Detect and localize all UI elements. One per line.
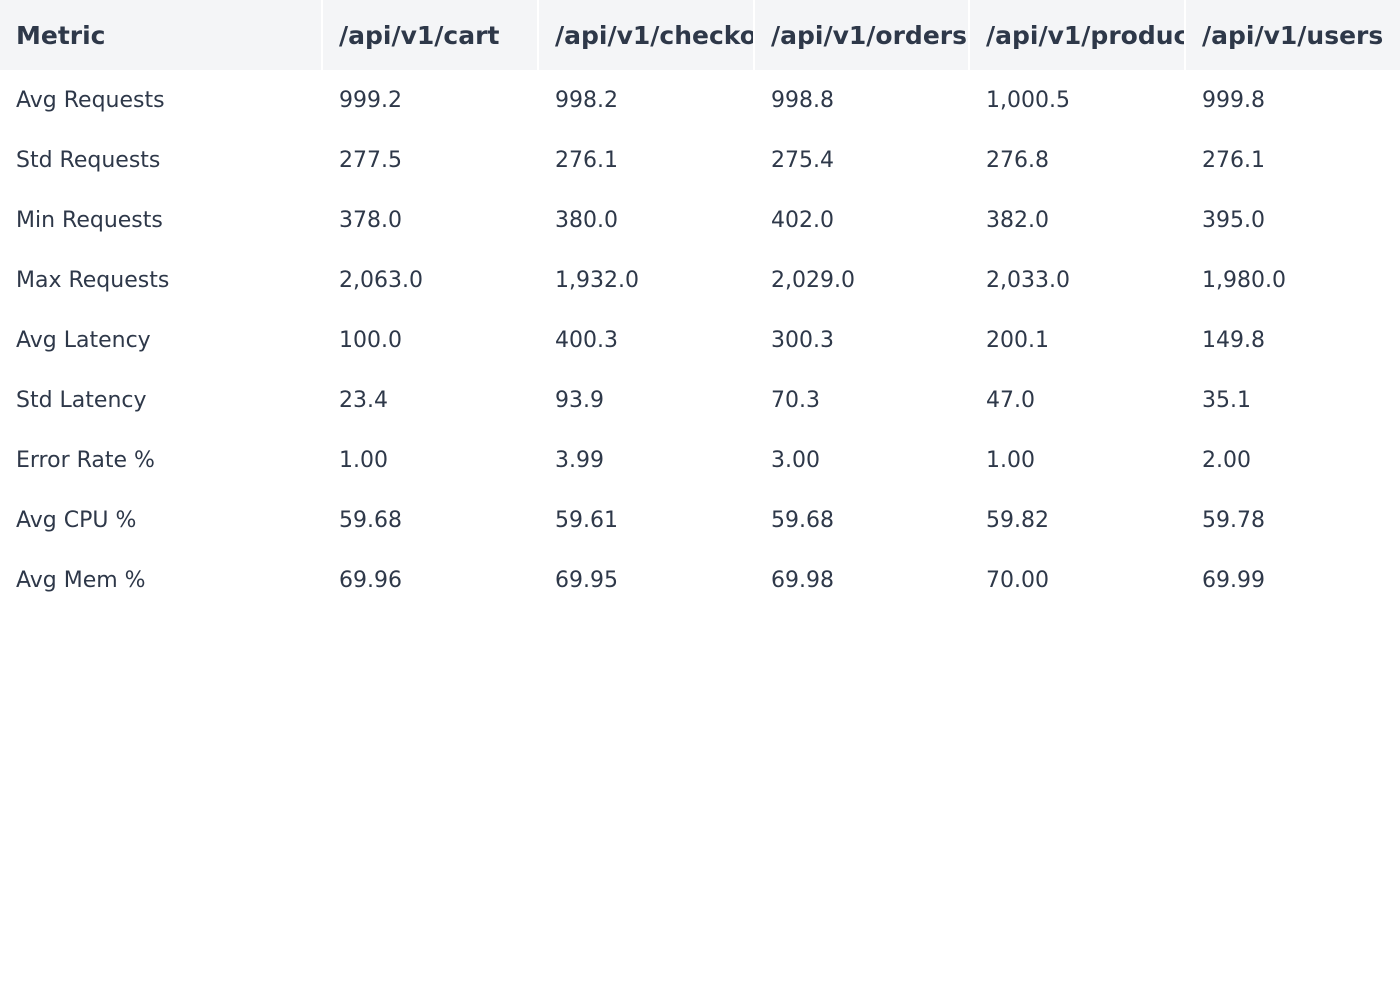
table-cell: 69.95: [555, 567, 618, 593]
table-cell: 59.61: [555, 507, 618, 533]
table-row: Min Requests 378.0 380.0 402.0 382.0 395.0: [0, 190, 1400, 250]
table-row: Avg CPU % 59.68 59.61 59.68 59.82 59.78: [0, 490, 1400, 550]
row-label-cell: Std Requests: [16, 147, 161, 173]
table-cell: 276.1: [1202, 147, 1265, 173]
table-cell: 2,063.0: [339, 267, 423, 293]
table-cell: 69.98: [771, 567, 834, 593]
row-label-cell: Avg CPU %: [16, 507, 137, 533]
table-cell: 400.3: [555, 327, 618, 353]
table-row: Avg Requests 999.2 998.2 998.8 1,000.5 999.8: [0, 70, 1400, 130]
table-cell: 999.2: [339, 87, 402, 113]
header-cell-orders: /api/v1/orders: [755, 0, 970, 70]
table-cell: 999.8: [1202, 87, 1265, 113]
table-cell: 3.00: [771, 447, 820, 473]
row-label-cell: Avg Mem %: [16, 567, 146, 593]
table-row: Std Requests 277.5 276.1 275.4 276.8 276.1: [0, 130, 1400, 190]
table-cell: 3.99: [555, 447, 604, 473]
table-cell: 382.0: [986, 207, 1049, 233]
table-header-row: Metric /api/v1/cart /api/v1/checkout /ap…: [0, 0, 1400, 70]
table-cell: 1.00: [339, 447, 388, 473]
header-cell-checkout: /api/v1/checkout: [539, 0, 755, 70]
table-cell: 59.68: [771, 507, 834, 533]
table-row: Std Latency 23.4 93.9 70.3 47.0 35.1: [0, 370, 1400, 430]
table-cell: 378.0: [339, 207, 402, 233]
table-cell: 100.0: [339, 327, 402, 353]
table-cell: 93.9: [555, 387, 604, 413]
table-cell: 380.0: [555, 207, 618, 233]
header-cell-cart: /api/v1/cart: [323, 0, 539, 70]
row-label-cell: Min Requests: [16, 207, 163, 233]
table-cell: 275.4: [771, 147, 834, 173]
table-cell: 149.8: [1202, 327, 1265, 353]
table-cell: 395.0: [1202, 207, 1265, 233]
table-cell: 47.0: [986, 387, 1035, 413]
table-cell: 70.3: [771, 387, 820, 413]
table-cell: 2,033.0: [986, 267, 1070, 293]
row-label-cell: Avg Latency: [16, 327, 151, 353]
table-row: Avg Mem % 69.96 69.95 69.98 70.00 69.99: [0, 550, 1400, 610]
table-cell: 35.1: [1202, 387, 1251, 413]
table-cell: 69.96: [339, 567, 402, 593]
header-cell-users: /api/v1/users: [1186, 0, 1400, 70]
row-label-cell: Std Latency: [16, 387, 147, 413]
table-cell: 1.00: [986, 447, 1035, 473]
table-cell: 998.8: [771, 87, 834, 113]
row-label-cell: Avg Requests: [16, 87, 165, 113]
table-cell: 277.5: [339, 147, 402, 173]
table-cell: 200.1: [986, 327, 1049, 353]
table-cell: 69.99: [1202, 567, 1265, 593]
table-cell: 70.00: [986, 567, 1049, 593]
table-cell: 23.4: [339, 387, 388, 413]
table-cell: 2,029.0: [771, 267, 855, 293]
header-cell-products: /api/v1/products: [970, 0, 1186, 70]
table-cell: 59.78: [1202, 507, 1265, 533]
table-row: Avg Latency 100.0 400.3 300.3 200.1 149.8: [0, 310, 1400, 370]
table-cell: 402.0: [771, 207, 834, 233]
table-cell: 2.00: [1202, 447, 1251, 473]
table-cell: 998.2: [555, 87, 618, 113]
table-row: Error Rate % 1.00 3.99 3.00 1.00 2.00: [0, 430, 1400, 490]
table-cell: 59.82: [986, 507, 1049, 533]
header-cell-metric: Metric: [0, 0, 323, 70]
table-cell: 276.8: [986, 147, 1049, 173]
table-cell: 300.3: [771, 327, 834, 353]
table-cell: 276.1: [555, 147, 618, 173]
row-label-cell: Max Requests: [16, 267, 170, 293]
table-cell: 1,932.0: [555, 267, 639, 293]
table-row: Max Requests 2,063.0 1,932.0 2,029.0 2,033.0…: [0, 250, 1400, 310]
table-cell: 1,980.0: [1202, 267, 1286, 293]
row-label-cell: Error Rate %: [16, 447, 155, 473]
table-cell: 59.68: [339, 507, 402, 533]
table-cell: 1,000.5: [986, 87, 1070, 113]
